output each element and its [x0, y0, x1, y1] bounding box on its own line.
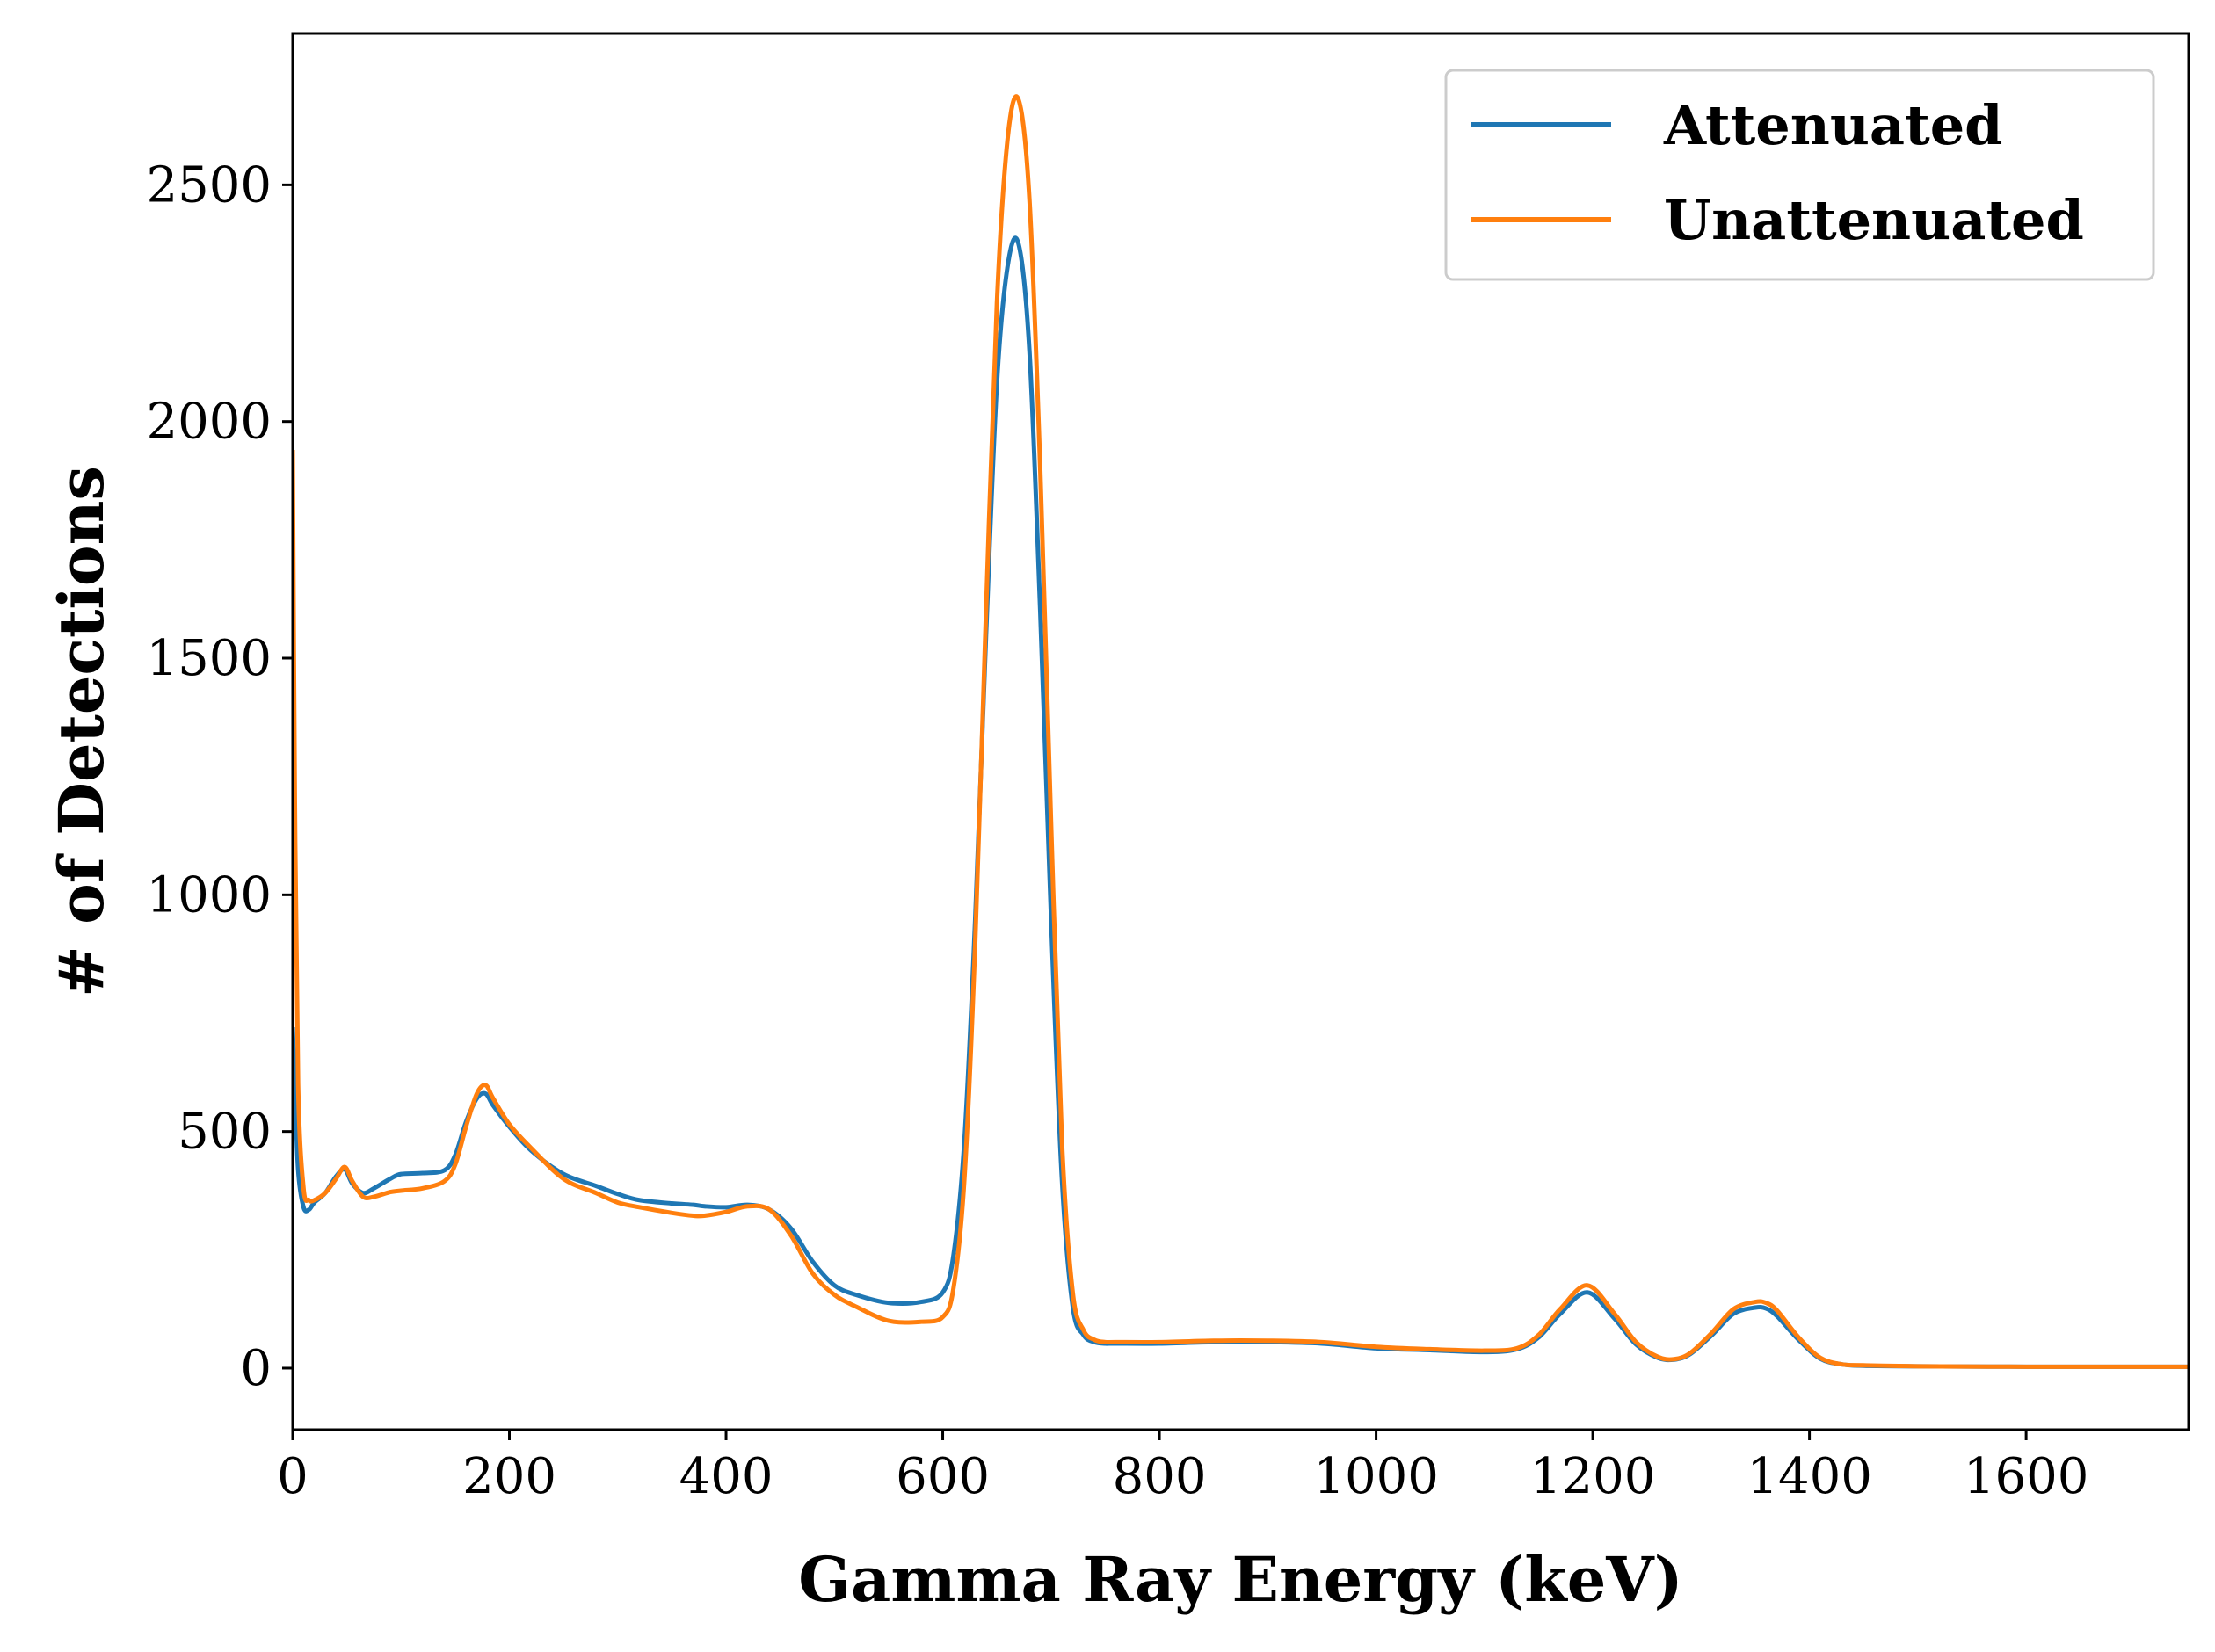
plot-lines [293, 94, 2189, 1369]
plot-frame [291, 32, 2190, 1431]
y-tick-label: 500 [178, 1104, 272, 1161]
y-axis: 0 500 1000 1500 2000 2500 [146, 156, 293, 1397]
y-tick-label: 1000 [146, 866, 272, 924]
x-tick-label: 200 [462, 1448, 556, 1505]
legend-label-unattenuated: Unattenuated [1664, 188, 2084, 252]
y-tick-label: 2000 [146, 394, 272, 451]
x-tick-label: 800 [1113, 1448, 1207, 1505]
y-axis-label: # of Detections [45, 466, 118, 997]
series-line-attenuated [293, 235, 2189, 1369]
series-line-unattenuated [293, 94, 2189, 1369]
x-axis-label: Gamma Ray Energy (keV) [798, 1543, 1682, 1616]
legend: Attenuated Unattenuated [1444, 69, 2155, 281]
legend-box [1444, 69, 2155, 281]
y-tick-label: 0 [240, 1340, 272, 1397]
legend-label-attenuated: Attenuated [1663, 93, 2003, 157]
x-tick-label: 0 [277, 1448, 309, 1505]
x-tick-label: 1000 [1313, 1448, 1439, 1505]
x-tick-label: 1600 [1964, 1448, 2089, 1505]
x-tick-label: 400 [679, 1448, 773, 1505]
y-tick-label: 2500 [146, 156, 272, 214]
x-tick-label: 1200 [1530, 1448, 1656, 1505]
x-axis: 0 200 400 600 800 1000 1200 1400 1600 [277, 1430, 2088, 1505]
x-tick-label: 600 [896, 1448, 990, 1505]
y-tick-label: 1500 [146, 630, 272, 687]
x-tick-label: 1400 [1747, 1448, 1872, 1505]
